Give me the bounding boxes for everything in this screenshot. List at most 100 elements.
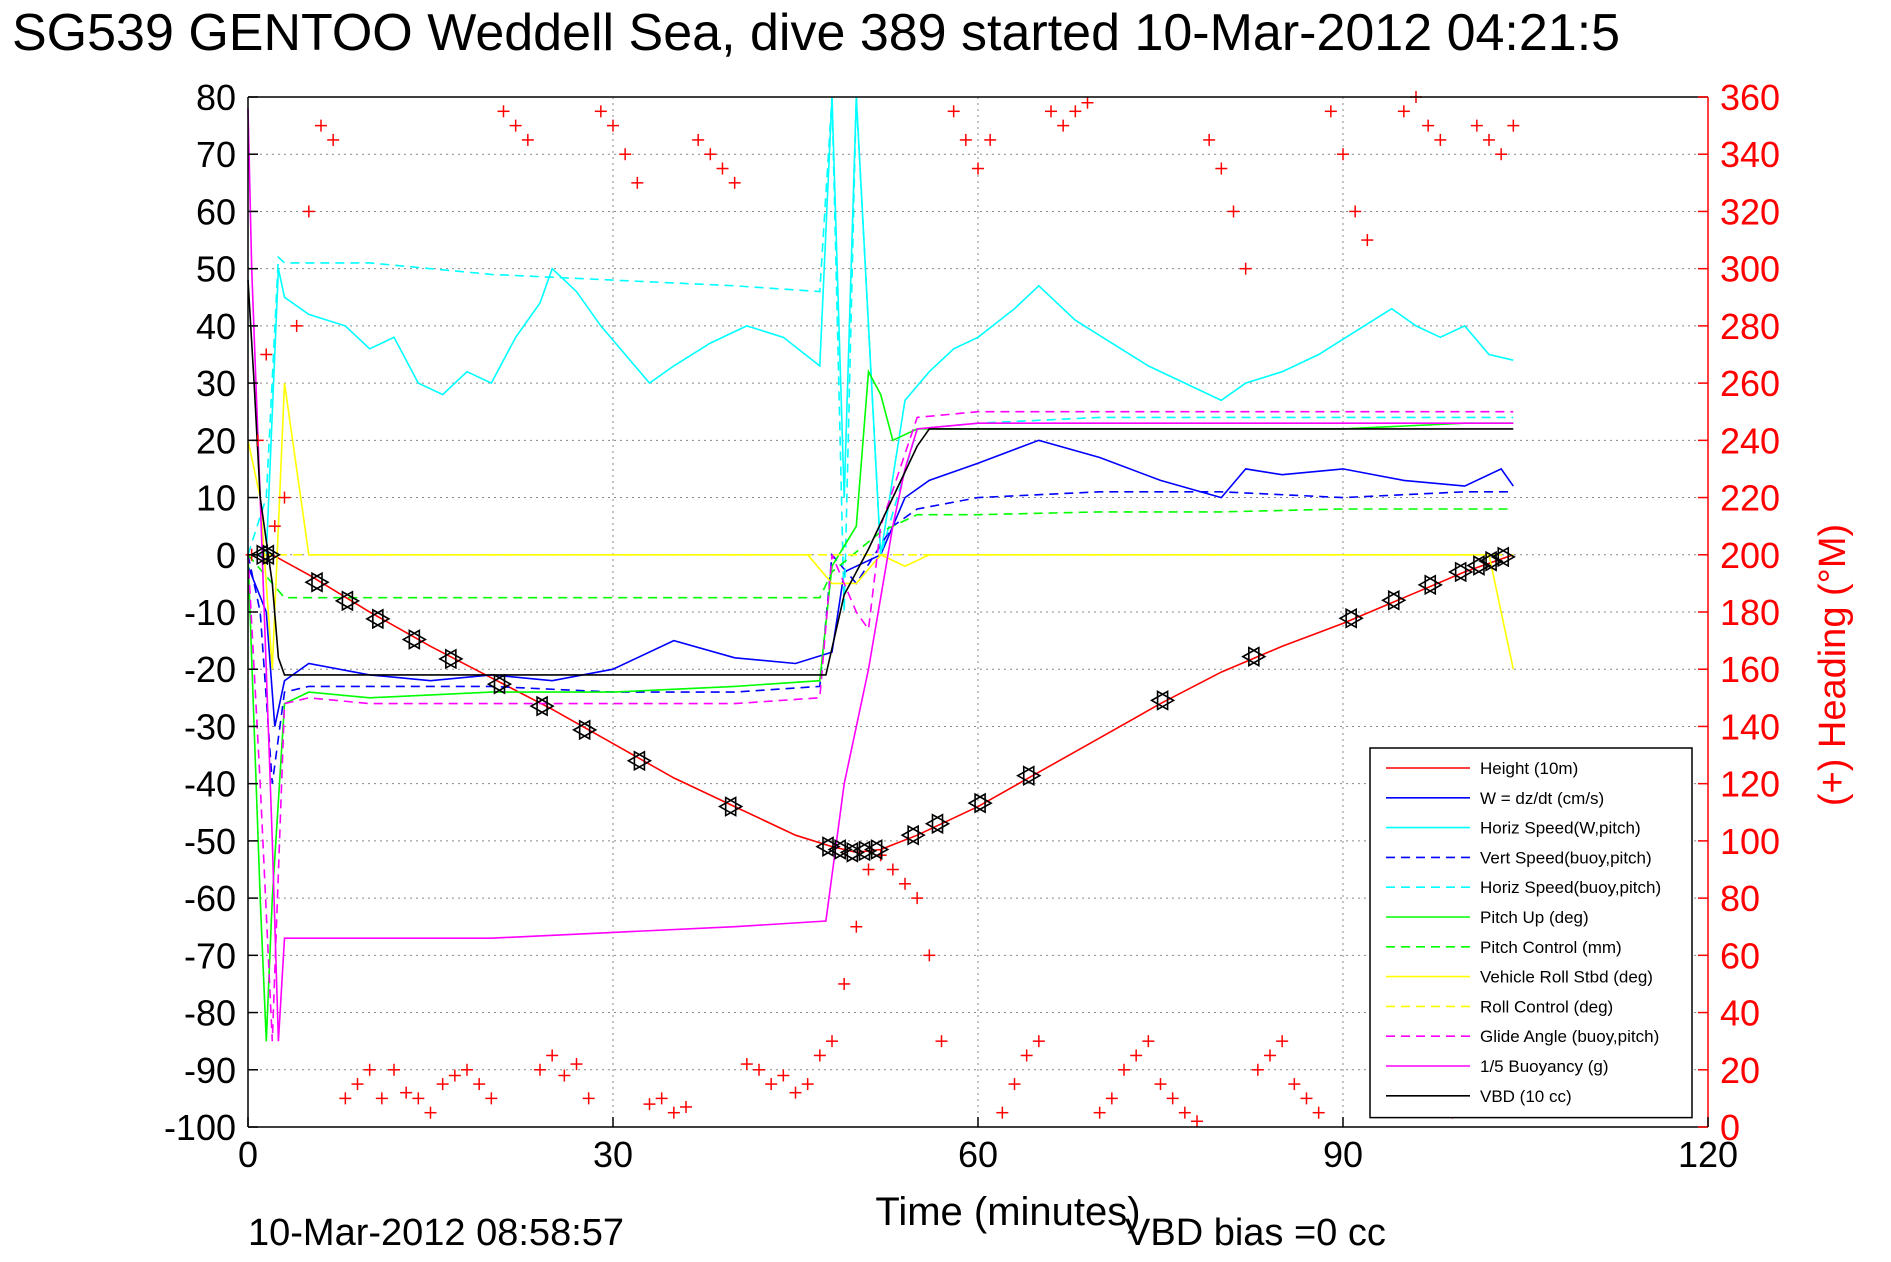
axes [247, 96, 1709, 1128]
y2-tick-label: 200 [1720, 535, 1780, 576]
heading-point [594, 105, 607, 118]
heading-point [631, 176, 644, 189]
footer-timestamp: 10-Mar-2012 08:58:57 [248, 1212, 624, 1254]
heading-point [1288, 1078, 1301, 1091]
x-tick-label: 90 [1323, 1134, 1363, 1175]
y2-tick-label: 300 [1720, 249, 1780, 290]
heading-point [1507, 119, 1520, 132]
heading-point [1264, 1049, 1276, 1062]
heading-point [1069, 105, 1082, 118]
heading-point [619, 148, 632, 161]
heading-point [497, 105, 510, 118]
y-tick-labels-right: 3603403203002802602402202001801601401201… [1720, 77, 1780, 1148]
x-tick-label: 60 [958, 1134, 998, 1175]
heading-point [1470, 119, 1483, 132]
heading-point [1203, 133, 1216, 146]
heading-point [1361, 234, 1374, 247]
heading-point [777, 1069, 790, 1082]
y2-tick-label: 0 [1720, 1107, 1740, 1148]
y-tick-label: 30 [196, 363, 236, 404]
legend-label: Glide Angle (buoy,pitch) [1480, 1027, 1659, 1046]
y2-tick-label: 80 [1720, 878, 1760, 919]
legend-label: Height (10m) [1480, 759, 1578, 778]
series-line-1 [247, 439, 1514, 727]
y2-tick-label: 20 [1720, 1050, 1760, 1091]
y2-tick-label: 60 [1720, 935, 1760, 976]
y-tick-label: -10 [184, 592, 236, 633]
heading-point [375, 1092, 388, 1105]
heading-point [424, 1106, 437, 1119]
heading-point [911, 892, 924, 905]
series-line-11 [247, 280, 1514, 676]
heading-point [862, 863, 875, 876]
heading-point [351, 1078, 364, 1091]
heading-point [302, 205, 315, 218]
heading-point [1178, 1106, 1191, 1119]
x-tick-label: 0 [238, 1134, 258, 1175]
height-marker [438, 648, 464, 670]
legend-label: Horiz Speed(buoy,pitch) [1480, 878, 1661, 897]
heading-point [984, 133, 997, 146]
heading-point [1118, 1063, 1130, 1076]
height-marker [924, 813, 951, 835]
series-line-9 [247, 410, 1514, 1042]
chart-title: SG539 GENTOO Weddell Sea, dive 389 start… [12, 4, 1620, 62]
y-tick-label: 50 [196, 249, 236, 290]
legend-label: 1/5 Buoyancy (g) [1480, 1057, 1609, 1076]
y-tick-label: -50 [184, 821, 236, 862]
heading-point [972, 162, 984, 175]
heading-point [765, 1078, 778, 1091]
heading-point [363, 1063, 376, 1076]
y-tick-label: 10 [196, 478, 236, 519]
height-marker [304, 571, 330, 593]
heading-point [1337, 148, 1349, 161]
heading-point [485, 1092, 498, 1105]
heading-point [268, 520, 281, 533]
y-tick-label: 40 [196, 306, 236, 347]
heading-point [740, 1058, 753, 1071]
heading-point [1422, 119, 1435, 132]
heading-point [1154, 1078, 1167, 1091]
height-marker [626, 750, 653, 772]
heading-point [1130, 1049, 1143, 1062]
series-line-4 [247, 96, 1514, 613]
heading-point [1251, 1063, 1264, 1076]
y-tick-label: 60 [196, 191, 236, 232]
height-marker [1338, 607, 1364, 629]
heading-point [1105, 1092, 1118, 1105]
heading-markers [245, 91, 1520, 1128]
height-marker [1490, 546, 1516, 568]
x-axis-label: Time (minutes) [875, 1190, 1140, 1234]
y2-tick-label: 360 [1720, 77, 1780, 118]
heading-point [1142, 1035, 1155, 1048]
y2-tick-label: 280 [1720, 306, 1780, 347]
heading-point [260, 348, 273, 361]
legend: Height (10m) W = dz/dt (cm/s) Horiz Speed(… [1369, 747, 1693, 1119]
heading-point [959, 133, 972, 146]
y2-tick-label: 180 [1720, 592, 1780, 633]
heading-point [461, 1063, 473, 1076]
heading-point [570, 1058, 583, 1071]
y-tick-label: -60 [184, 878, 236, 919]
heading-point [1312, 1106, 1325, 1119]
heading-point [1081, 96, 1094, 109]
y2-tick-label: 240 [1720, 420, 1780, 461]
heading-point [509, 119, 522, 132]
height-marker [529, 695, 555, 717]
heading-point [1276, 1035, 1289, 1048]
height-marker [255, 544, 281, 566]
heading-point [412, 1092, 425, 1105]
heading-point [1020, 1049, 1033, 1062]
heading-point [753, 1063, 765, 1076]
heading-point [789, 1086, 802, 1099]
y-tick-label: -40 [184, 764, 236, 805]
y2-tick-label: 340 [1720, 134, 1780, 175]
heading-point [388, 1063, 400, 1076]
heading-point [1483, 133, 1495, 146]
legend-label: W = dz/dt (cm/s) [1480, 789, 1604, 808]
x-tick-label: 120 [1678, 1134, 1738, 1175]
heading-point [546, 1049, 559, 1062]
y2-tick-label: 120 [1720, 764, 1780, 805]
y-tick-label: -20 [184, 649, 236, 690]
y2-tick-label: 320 [1720, 191, 1780, 232]
